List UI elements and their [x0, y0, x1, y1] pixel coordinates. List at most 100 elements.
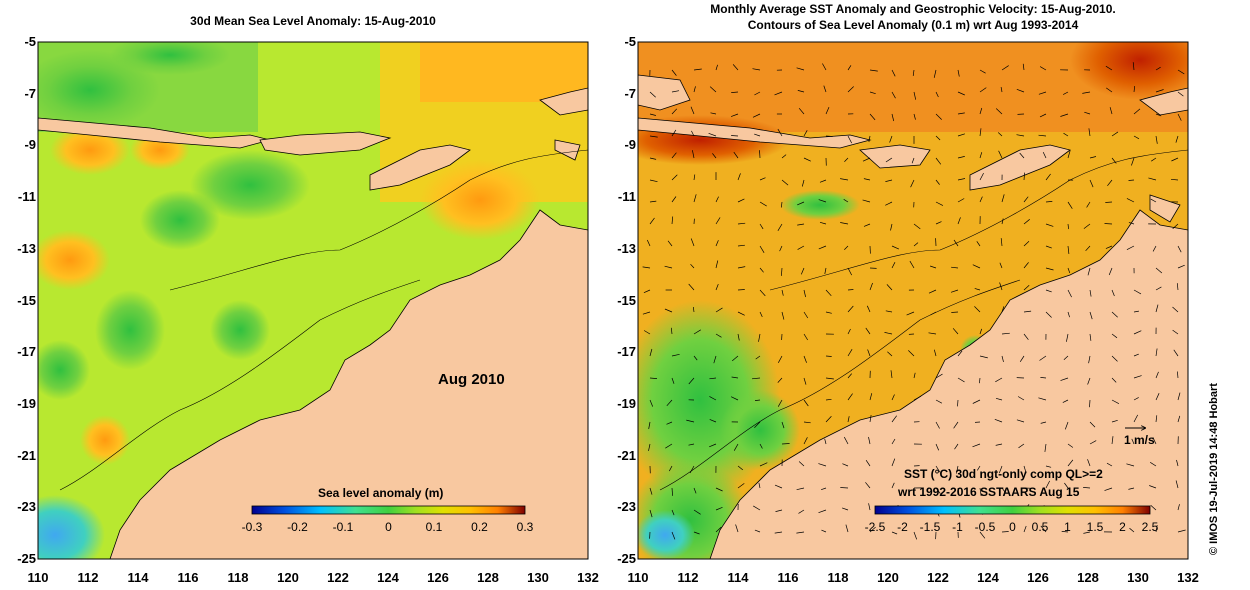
- velocity-vector: [693, 68, 702, 71]
- velocity-vector: [1172, 306, 1179, 313]
- velocity-vector: [1042, 151, 1047, 159]
- velocity-vector: [891, 394, 895, 401]
- velocity-vector: [731, 91, 739, 93]
- sla-tick-5: 0.2: [471, 520, 488, 534]
- velocity-vector: [979, 172, 984, 181]
- velocity-vector: [803, 130, 808, 137]
- velocity-vector: [777, 128, 783, 137]
- velocity-vector: [885, 157, 893, 163]
- velocity-vector: [1105, 65, 1113, 71]
- lon-tick-right-10: 130: [1127, 570, 1149, 585]
- sst-colorbar: [874, 505, 1151, 515]
- velocity-vector: [649, 200, 657, 203]
- velocity-vector: [803, 289, 806, 298]
- velocity-vector: [995, 397, 1003, 401]
- velocity-vector: [798, 509, 805, 514]
- velocity-vector: [1176, 283, 1179, 291]
- velocity-vector: [1131, 157, 1135, 166]
- velocity-vector: [1001, 355, 1004, 362]
- lon-tick-left-6: 122: [327, 570, 349, 585]
- velocity-vector: [935, 113, 942, 120]
- velocity-vector: [1067, 223, 1069, 230]
- velocity-vector: [1155, 393, 1160, 401]
- lon-tick-right-6: 122: [927, 570, 949, 585]
- velocity-vector: [1104, 487, 1113, 491]
- sla-tick-4: 0.1: [425, 520, 443, 534]
- velocity-vector: [1045, 480, 1051, 489]
- velocity-vector: [1177, 113, 1182, 121]
- velocity-vector: [1023, 172, 1025, 181]
- velocity-vector: [847, 267, 853, 276]
- velocity-vector: [774, 531, 783, 534]
- velocity-vector: [1089, 333, 1092, 341]
- velocity-vector: [1150, 462, 1157, 467]
- velocity-vector: [1045, 223, 1054, 227]
- lat-tick-right-8: -21: [617, 447, 636, 463]
- velocity-vector: [935, 179, 940, 185]
- velocity-vector: [796, 531, 805, 534]
- velocity-vector: [863, 223, 871, 227]
- velocity-vector: [957, 133, 966, 137]
- velocity-vector: [781, 289, 784, 296]
- lon-tick-right-8: 126: [1027, 570, 1049, 585]
- lon-tick-left-11: 132: [577, 570, 599, 585]
- velocity-vector: [824, 267, 827, 275]
- velocity-vector: [1089, 440, 1097, 445]
- velocity-vector: [979, 328, 983, 335]
- velocity-vector: [649, 135, 658, 138]
- velocity-vector: [1001, 65, 1009, 71]
- lon-tick-left-1: 112: [77, 570, 99, 585]
- velocity-vector: [891, 262, 896, 269]
- velocity-vector: [803, 333, 808, 341]
- sst-tick-9: 2: [1119, 520, 1126, 534]
- velocity-vector: [1045, 311, 1052, 318]
- velocity-vector: [774, 484, 783, 489]
- velocity-vector: [822, 63, 827, 71]
- velocity-vector: [933, 349, 937, 357]
- velocity-vector: [868, 135, 871, 143]
- velocity-vector: [737, 266, 746, 269]
- velocity-vector: [1111, 399, 1120, 405]
- velocity-vector: [774, 91, 783, 96]
- velocity-vector: [825, 398, 832, 401]
- velocity-vector: [952, 328, 959, 335]
- velocity-vector: [693, 531, 700, 535]
- velocity-vector: [979, 152, 983, 159]
- velocity-vector: [1175, 135, 1179, 143]
- velocity-vector: [885, 179, 893, 182]
- velocity-vector: [1089, 311, 1093, 320]
- velocity-vector: [869, 113, 876, 121]
- velocity-vector: [1111, 333, 1118, 339]
- velocity-vector: [979, 487, 982, 496]
- velocity-vector: [1023, 525, 1027, 533]
- lat-tick-right-4: -13: [617, 240, 636, 256]
- velocity-vector: [733, 443, 739, 451]
- sst-legend-line2: wrt 1992-2016 SSTAARS Aug 15: [898, 485, 1080, 499]
- velocity-vector: [1133, 375, 1142, 379]
- velocity-vector: [1155, 415, 1158, 423]
- velocity-vector: [797, 223, 805, 226]
- velocity-vector: [1038, 91, 1047, 95]
- velocity-vector: [957, 91, 965, 96]
- velocity-vector: [1038, 134, 1047, 137]
- velocity-vector: [1177, 529, 1186, 533]
- velocity-vector: [688, 443, 695, 446]
- velocity-vector: [690, 263, 695, 269]
- velocity-vector: [1061, 531, 1069, 533]
- velocity-vector: [781, 421, 785, 429]
- velocity-vector: [1045, 267, 1054, 271]
- velocity-vector: [847, 65, 852, 71]
- velocity-vector: [953, 239, 959, 247]
- velocity-vector: [912, 69, 915, 76]
- velocity-vector: [759, 245, 765, 253]
- velocity-vector: [957, 178, 966, 181]
- velocity-vector: [995, 443, 1003, 446]
- velocity-vector: [1128, 487, 1135, 490]
- velocity-vector: [954, 443, 959, 450]
- velocity-vector: [648, 421, 651, 430]
- velocity-vector: [759, 267, 764, 273]
- lat-tick-right-1: -7: [624, 85, 636, 101]
- lon-tick-right-11: 132: [1177, 570, 1199, 585]
- lon-tick-right-1: 112: [677, 570, 699, 585]
- right-map-frame: [637, 41, 1189, 560]
